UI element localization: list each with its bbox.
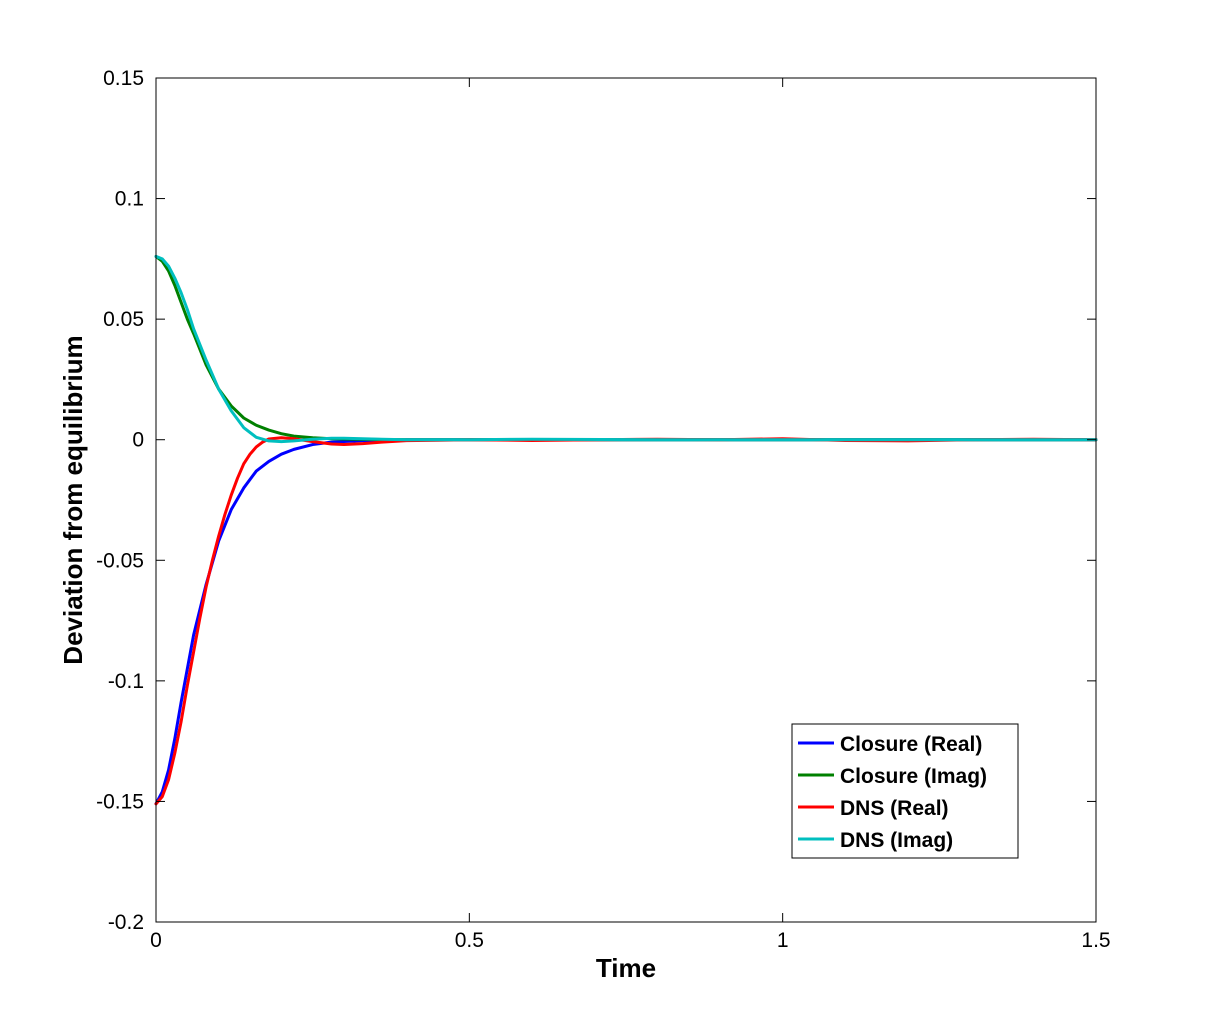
y-axis-title: Deviation from equilibrium: [58, 335, 88, 664]
legend: Closure (Real) Closure (Imag) DNS (Real) DN…: [791, 723, 1019, 859]
y-tick-label: 0.15: [103, 67, 144, 90]
x-tick-label: 1: [777, 929, 789, 952]
x-tick-label: 0.5: [455, 929, 484, 952]
series-line-dns-imag: [154, 254, 1098, 444]
legend-label: Closure (Real): [840, 733, 982, 756]
legend-item-closure-real: Closure (Real): [798, 733, 982, 756]
plot-frame: [155, 77, 1097, 923]
legend-entries: Closure (Real) Closure (Imag) DNS (Real) DN…: [798, 733, 987, 852]
y-tick-label: -0.15: [96, 790, 144, 813]
y-tick-label: 0: [132, 429, 144, 452]
y-tick-label: -0.2: [108, 911, 144, 934]
series-layer: [154, 254, 1098, 806]
legend-label: DNS (Imag): [840, 829, 953, 852]
legend-box: [791, 723, 1019, 859]
legend-label: Closure (Imag): [840, 765, 987, 788]
legend-item-closure-imag: Closure (Imag): [798, 765, 987, 788]
legend-item-dns-imag: DNS (Imag): [798, 829, 953, 852]
y-tick-label: -0.05: [96, 549, 144, 572]
x-axis-title: Time: [596, 953, 656, 983]
legend-label: DNS (Real): [840, 797, 949, 820]
x-tick-label: 1.5: [1081, 929, 1110, 952]
y-tick-label: 0.05: [103, 308, 144, 331]
y-tick-label: -0.1: [108, 670, 144, 693]
y-tick-label: 0.1: [115, 188, 144, 211]
legend-item-dns-real: DNS (Real): [798, 797, 949, 820]
x-tick-label: 0: [150, 929, 162, 952]
